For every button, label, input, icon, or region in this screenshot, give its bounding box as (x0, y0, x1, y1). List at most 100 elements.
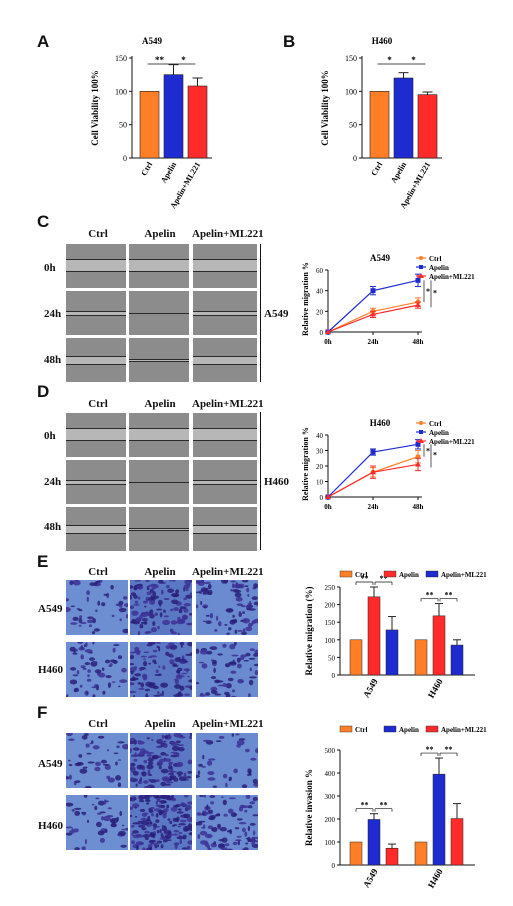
stained-cell (206, 844, 210, 849)
stained-cell (197, 770, 201, 775)
wound-edge-line (193, 310, 257, 312)
x-tick-label: 48h (413, 503, 424, 511)
stained-cell (146, 587, 150, 590)
y-tick-label: 150 (345, 54, 357, 63)
wound-edge-line (129, 360, 189, 362)
stained-cell (97, 600, 101, 606)
stained-cell (173, 733, 182, 738)
stained-cell (210, 686, 218, 692)
stained-cell (74, 810, 81, 816)
stained-cell (130, 663, 135, 666)
stained-cell (88, 651, 93, 654)
stained-cell (130, 585, 133, 589)
stained-cell (175, 589, 180, 594)
stained-cell (144, 605, 147, 608)
stained-cell (147, 656, 153, 659)
stained-cell (145, 693, 149, 697)
stained-cell (139, 779, 142, 782)
stained-cell (248, 693, 251, 697)
stained-cell (139, 614, 143, 620)
legend-marker (419, 265, 423, 269)
stained-cell (72, 652, 78, 655)
stained-cell (200, 649, 208, 655)
stained-cell (160, 844, 164, 849)
stained-cell (185, 804, 192, 811)
d-side-label: H460 (264, 476, 290, 488)
stained-cell (169, 644, 178, 650)
d-scratch-image (129, 507, 189, 551)
stained-cell (138, 834, 144, 838)
c-scratch-image (193, 291, 257, 335)
y-tick-label: 100 (325, 637, 336, 645)
y-tick-label: 250 (325, 584, 336, 592)
c-col-ctrl: Ctrl (88, 228, 108, 240)
stained-cell (166, 584, 170, 589)
stained-cell (196, 604, 199, 609)
stained-cell (230, 580, 236, 583)
stained-cell (145, 819, 151, 822)
stained-cell (86, 596, 89, 602)
data-point (370, 449, 376, 455)
stained-cell (231, 654, 239, 657)
stained-cell (242, 848, 246, 850)
wound-gap (193, 525, 257, 533)
stained-cell (139, 777, 143, 780)
stained-cell (87, 819, 89, 823)
stained-cell (106, 749, 110, 752)
stained-cell (176, 740, 181, 744)
stained-cell (77, 642, 84, 644)
stained-cell (169, 821, 172, 824)
stained-cell (148, 778, 152, 782)
wound-edge-line (129, 529, 189, 531)
bar (393, 77, 414, 159)
stained-cell (160, 833, 164, 839)
stained-cell (221, 796, 224, 799)
stained-cell (158, 665, 161, 668)
wound-edge-line (193, 363, 257, 365)
y-tick-label: 400 (325, 770, 336, 778)
stained-cell (247, 593, 250, 597)
stained-cell (115, 761, 118, 766)
wound-edge-line (66, 532, 126, 534)
legend-marker (418, 438, 424, 443)
significance-label: ** (155, 55, 165, 65)
stained-cell (143, 780, 149, 784)
stained-cell (89, 582, 98, 586)
stained-cell (244, 618, 247, 623)
stained-cell (117, 759, 122, 761)
stained-cell (200, 692, 204, 696)
stained-cell (174, 678, 179, 681)
stained-cell (240, 605, 246, 608)
stained-cell (202, 620, 207, 623)
stained-cell (205, 587, 209, 594)
wound-edge-line (193, 315, 257, 317)
stained-cell (172, 824, 176, 827)
stained-cell (184, 693, 191, 696)
y-tick-label: 0 (332, 862, 336, 870)
stained-cell (70, 667, 77, 671)
bar (385, 629, 399, 676)
stained-cell (139, 624, 144, 629)
stained-cell (252, 814, 258, 817)
stained-cell (94, 805, 98, 811)
c-scratch-image (66, 291, 126, 335)
stained-cell (132, 822, 140, 825)
stained-cell (211, 690, 217, 694)
stained-cell (248, 657, 256, 660)
stained-cell (172, 775, 175, 777)
y-tick-label: 40 (316, 432, 324, 440)
stained-cell (97, 830, 105, 836)
stained-cell (170, 628, 174, 634)
stained-cell (176, 811, 184, 814)
stained-cell (187, 801, 192, 805)
stained-cell (153, 826, 157, 830)
stained-cell (241, 805, 249, 809)
stained-cell (246, 587, 250, 593)
y-tick-label: 50 (328, 654, 336, 662)
stained-cell (140, 655, 147, 658)
stained-cell (172, 817, 178, 822)
stained-cell (254, 836, 258, 840)
stained-cell (179, 642, 185, 646)
stained-cell (236, 835, 242, 838)
bar (450, 644, 464, 676)
